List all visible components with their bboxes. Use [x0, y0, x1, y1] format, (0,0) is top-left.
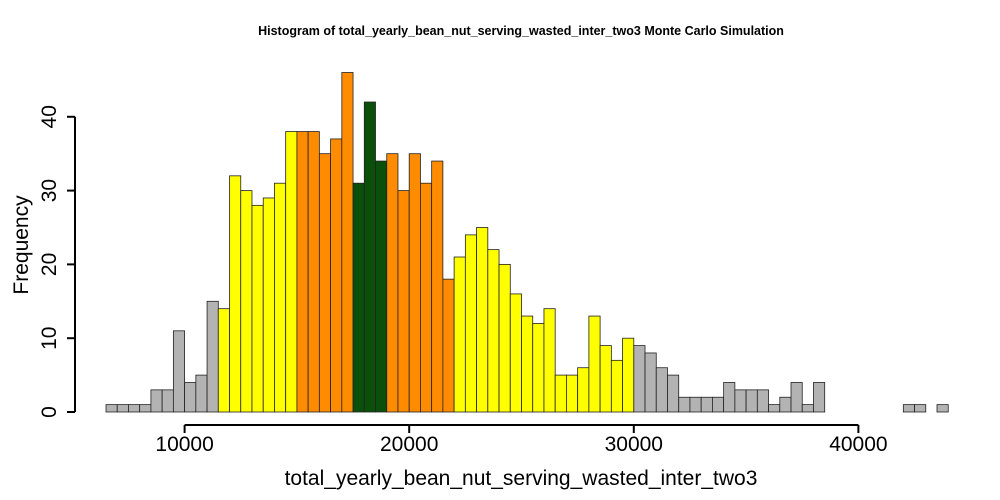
histogram-bar — [655, 367, 668, 413]
x-tick-label: 30000 — [605, 433, 663, 456]
histogram-bar — [139, 404, 152, 413]
histogram-bar — [296, 131, 309, 413]
histogram-bar — [633, 345, 646, 413]
histogram-bar — [172, 330, 186, 413]
histogram-bar — [498, 263, 511, 413]
histogram-bar — [790, 382, 803, 413]
histogram-bar — [476, 227, 489, 413]
histogram-bar — [914, 404, 927, 413]
histogram-bar — [184, 382, 197, 413]
histogram-bar — [521, 315, 534, 413]
y-axis-label: Frequency — [10, 195, 33, 295]
histogram-bar — [105, 404, 118, 413]
histogram-bar — [408, 153, 421, 413]
x-tick-label: 40000 — [829, 433, 887, 456]
chart-title: Histogram of total_yearly_bean_nut_servi… — [258, 24, 784, 38]
x-axis: 10000 20000 30000 40000 — [155, 424, 888, 456]
histogram-bar — [128, 404, 141, 413]
y-tick-label: 20 — [38, 253, 61, 276]
histogram-bar — [431, 160, 444, 413]
histogram-bar — [712, 396, 725, 413]
histogram-bar — [363, 101, 376, 413]
histogram-bar — [285, 131, 298, 413]
histogram-bar — [678, 396, 691, 413]
histogram-bar — [240, 190, 253, 413]
y-tick-label: 30 — [38, 179, 61, 202]
histogram-bar — [644, 352, 657, 413]
histogram-bar — [375, 160, 388, 413]
histogram-bar — [397, 190, 410, 413]
histogram-bar — [161, 389, 174, 413]
histogram-bar — [330, 138, 343, 413]
histogram-bar — [532, 323, 545, 413]
histogram-bar — [936, 404, 949, 413]
histogram-bar — [206, 300, 219, 413]
histogram-bar — [599, 345, 612, 413]
histogram-bar — [801, 404, 814, 413]
histogram-bar — [453, 256, 466, 413]
histogram-bar — [543, 308, 556, 413]
x-tick-label: 20000 — [380, 433, 438, 456]
histogram-bar — [667, 374, 680, 413]
histogram-bar — [745, 389, 758, 413]
y-axis: 0 10 20 30 40 — [38, 105, 76, 418]
histogram-bar — [262, 197, 275, 413]
histogram-bar — [251, 204, 264, 413]
histogram-bar — [689, 396, 702, 413]
histogram-bar — [487, 249, 500, 413]
histogram-bar — [464, 234, 477, 413]
histogram-bar — [588, 315, 601, 413]
y-tick-label: 40 — [38, 105, 61, 128]
histogram-bar — [554, 374, 567, 413]
histogram-bar — [768, 404, 781, 413]
histogram-bar — [566, 374, 579, 413]
histogram-bar — [229, 175, 242, 413]
bars-group — [105, 72, 949, 413]
x-tick-label: 10000 — [155, 433, 213, 456]
histogram-bar — [341, 72, 354, 413]
histogram-bar — [813, 382, 826, 413]
histogram-bar — [902, 404, 915, 413]
histogram-bar — [150, 389, 163, 413]
histogram-bar — [610, 359, 623, 413]
y-tick-label: 0 — [38, 406, 61, 418]
histogram-bar — [352, 182, 365, 413]
histogram-bar — [509, 293, 522, 413]
histogram-bar — [307, 131, 320, 413]
histogram-bar — [195, 374, 208, 413]
histogram-bar — [700, 396, 713, 413]
histogram-bar — [779, 396, 792, 413]
histogram-bar — [756, 389, 769, 413]
histogram-bar — [386, 153, 399, 413]
histogram-bar — [622, 337, 635, 413]
histogram-bar — [734, 389, 747, 413]
histogram-bar — [116, 404, 129, 413]
histogram-bar — [420, 182, 433, 413]
histogram-bar — [723, 382, 736, 413]
histogram-bar — [318, 153, 331, 413]
histogram-bar — [217, 308, 230, 413]
y-tick-label: 10 — [38, 327, 61, 350]
histogram-bar — [577, 367, 590, 413]
histogram-bar — [274, 182, 287, 413]
histogram-bar — [442, 278, 455, 413]
x-axis-label: total_yearly_bean_nut_serving_wasted_int… — [285, 467, 758, 490]
